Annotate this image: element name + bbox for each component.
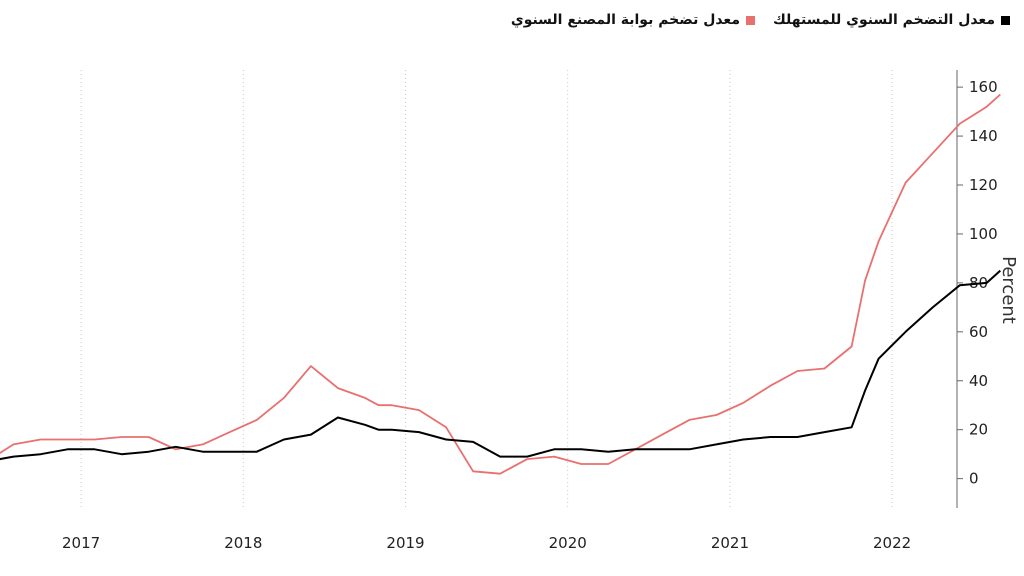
y-tick-label-20: 20 — [969, 421, 988, 439]
y-tick-label-100: 100 — [969, 225, 998, 243]
x-tick-label-2020: 2020 — [549, 534, 587, 552]
x-tick-label-2018: 2018 — [224, 534, 262, 552]
y-tick-label-0: 0 — [969, 470, 979, 488]
y-tick-label-40: 40 — [969, 372, 988, 390]
legend-item-cpi: معدل التضخم السنوي للمستهلك — [773, 12, 1010, 28]
y-tick-label-120: 120 — [969, 176, 998, 194]
legend-item-ppi: معدل تضخم بوابة المصنع السنوي — [511, 12, 755, 28]
series-line-cpi — [0, 269, 1001, 461]
x-tick-label-2017: 2017 — [62, 534, 100, 552]
legend: معدل التضخم السنوي للمستهلك معدل تضخم بو… — [511, 12, 1010, 28]
x-tick-label-2021: 2021 — [711, 534, 749, 552]
y-axis-title: Percent — [998, 256, 1019, 324]
x-tick-label-2019: 2019 — [386, 534, 424, 552]
legend-label-ppi: معدل تضخم بوابة المصنع السنوي — [510, 12, 740, 28]
y-tick-label-60: 60 — [969, 323, 988, 341]
legend-swatch-cpi — [1001, 15, 1010, 25]
x-tick-label-2022: 2022 — [873, 534, 911, 552]
y-tick-label-160: 160 — [969, 78, 998, 96]
legend-swatch-ppi — [746, 15, 755, 25]
series-line-ppi — [0, 93, 1001, 475]
legend-label-cpi: معدل التضخم السنوي للمستهلك — [773, 12, 995, 28]
y-tick-label-140: 140 — [969, 127, 998, 145]
